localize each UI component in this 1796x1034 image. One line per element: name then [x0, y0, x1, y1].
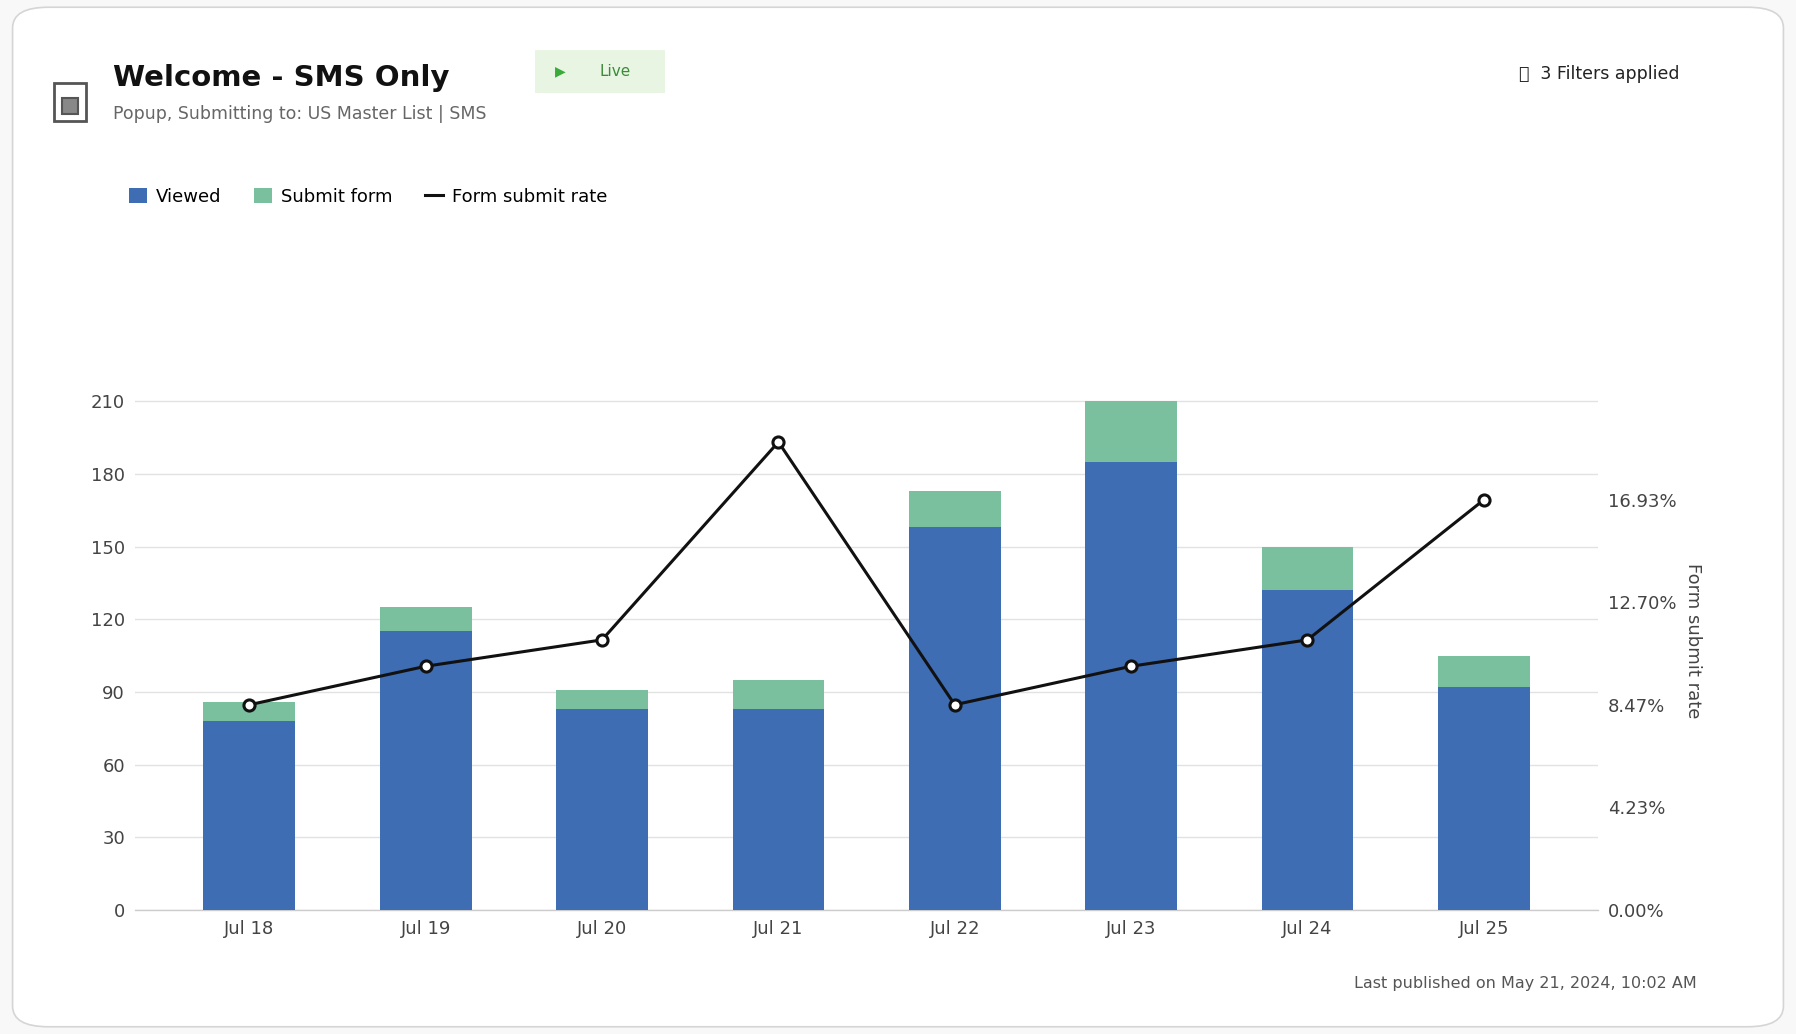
- Bar: [909, 527, 1000, 910]
- Text: Last published on May 21, 2024, 10:02 AM: Last published on May 21, 2024, 10:02 AM: [1354, 975, 1697, 991]
- Y-axis label: Form submit rate: Form submit rate: [1685, 564, 1703, 719]
- FancyBboxPatch shape: [13, 7, 1783, 1027]
- FancyBboxPatch shape: [54, 84, 86, 121]
- Text: ▶: ▶: [555, 64, 566, 79]
- Bar: [1261, 590, 1354, 910]
- Bar: [733, 709, 824, 910]
- Bar: [63, 97, 77, 115]
- Bar: [909, 491, 1000, 527]
- Text: Popup, Submitting to: US Master List | SMS: Popup, Submitting to: US Master List | S…: [113, 105, 487, 123]
- FancyBboxPatch shape: [1437, 43, 1762, 107]
- Bar: [557, 690, 648, 709]
- Bar: [1085, 401, 1176, 462]
- Bar: [379, 607, 472, 632]
- Text: Live: Live: [600, 64, 630, 79]
- Bar: [557, 709, 648, 910]
- Bar: [379, 632, 472, 910]
- Text: ⯁  3 Filters applied: ⯁ 3 Filters applied: [1519, 65, 1679, 83]
- FancyBboxPatch shape: [524, 47, 675, 96]
- Text: Welcome - SMS Only: Welcome - SMS Only: [113, 64, 449, 92]
- Bar: [203, 721, 295, 910]
- Bar: [203, 702, 295, 721]
- Bar: [733, 679, 824, 709]
- Legend: Viewed, Submit form, Form submit rate: Viewed, Submit form, Form submit rate: [129, 188, 607, 206]
- Bar: [1085, 462, 1176, 910]
- Bar: [1439, 688, 1530, 910]
- Bar: [1439, 656, 1530, 688]
- Bar: [1261, 547, 1354, 590]
